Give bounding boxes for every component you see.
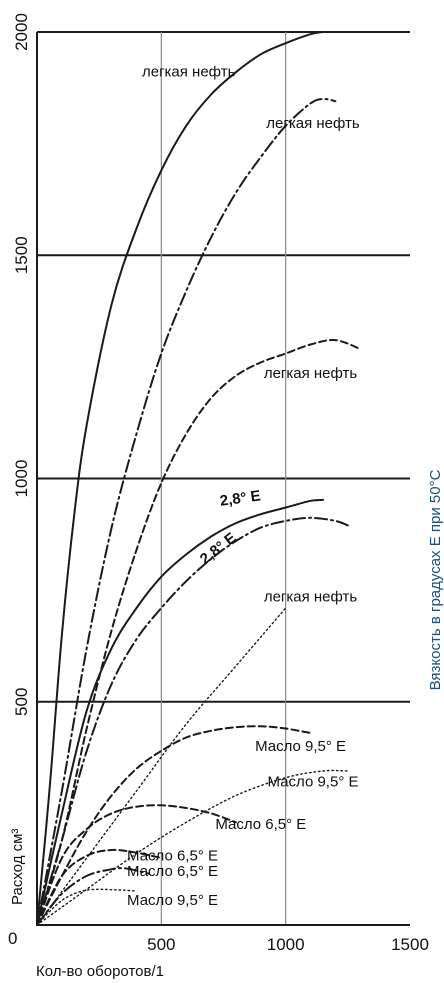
x-tick-label: 1000 — [267, 935, 305, 954]
origin-label: 0 — [8, 929, 17, 948]
y-tick-label: 1000 — [12, 460, 31, 498]
series-line — [36, 867, 150, 926]
axes — [36, 32, 410, 926]
series-line — [36, 888, 138, 926]
series-line — [36, 97, 337, 926]
curve-annotation: 2,8° E — [219, 487, 262, 510]
data-series — [36, 31, 362, 926]
right-axis-label: Вязкость в градусах Е при 50°С — [427, 469, 444, 690]
tick-labels: 500 1000 1500 500 1000 1500 2000 — [12, 13, 429, 954]
y-axis-label: Расход см³ — [9, 829, 26, 905]
series-line — [36, 725, 312, 926]
series-line — [36, 848, 163, 926]
grid-lines — [37, 31, 410, 925]
x-axis-label: Кол-во оборотов/1 — [36, 963, 164, 980]
curve-annotation: легкая нефть — [264, 588, 358, 605]
series-line — [36, 31, 324, 926]
y-tick-label: 500 — [12, 688, 31, 716]
curve-annotation: легкая нефть — [264, 365, 358, 382]
series-line — [36, 769, 349, 926]
curve-annotation: легкая нефть — [266, 115, 360, 132]
x-tick-label: 500 — [147, 935, 175, 954]
curve-annotation: Масло 6,5° E — [127, 847, 218, 864]
series-line — [36, 607, 287, 926]
curve-annotation: легкая нефть — [142, 64, 236, 81]
series-line — [36, 338, 362, 926]
curve-annotation: Масло 9,5° E — [127, 892, 218, 909]
curve-annotation: 2,8° E — [197, 529, 240, 568]
curve-annotation: Масло 6,5° E — [127, 863, 218, 880]
series-line — [36, 804, 237, 926]
x-tick-label: 1500 — [391, 935, 429, 954]
y-tick-label: 2000 — [12, 13, 31, 51]
series-line — [36, 498, 324, 926]
annotations: легкая нефть легкая нефть легкая нефть 2,8°… — [127, 64, 360, 909]
curve-annotation: Масло 9,5° E — [255, 738, 346, 755]
curve-annotation: Масло 9,5° E — [268, 774, 359, 791]
series-line — [36, 516, 349, 926]
curve-annotation: Масло 6,5° E — [215, 816, 306, 833]
y-tick-label: 1500 — [12, 236, 31, 274]
